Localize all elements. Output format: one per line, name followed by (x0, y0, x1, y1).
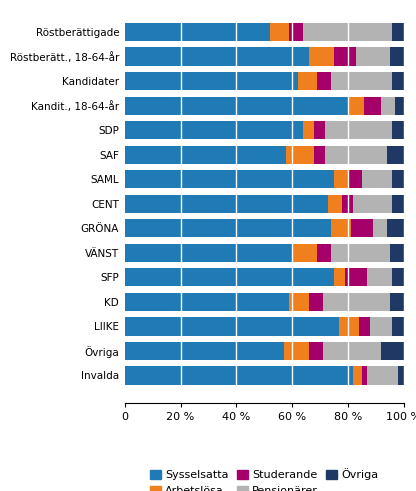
Bar (125, 194, 328, 213)
Legend: Sysselsatta, Arbetslösa, Studerande, Pensionärer, Övriga: Sysselsatta, Arbetslösa, Studerande, Pen… (145, 464, 383, 491)
Bar (392, 72, 404, 90)
Bar (390, 244, 404, 262)
Bar (125, 293, 289, 311)
Bar (395, 97, 404, 115)
Bar (392, 121, 404, 139)
Bar (331, 72, 392, 90)
Bar (348, 97, 364, 115)
Bar (392, 317, 404, 335)
Bar (125, 342, 284, 360)
Bar (356, 48, 389, 66)
Bar (270, 23, 289, 41)
Bar (314, 145, 325, 164)
Bar (309, 48, 334, 66)
Bar (390, 48, 404, 66)
Bar (367, 268, 392, 286)
Bar (325, 121, 392, 139)
Bar (392, 194, 404, 213)
Bar (125, 145, 287, 164)
Bar (125, 268, 334, 286)
Bar (125, 72, 297, 90)
Bar (334, 268, 345, 286)
Bar (359, 317, 370, 335)
Bar (323, 342, 381, 360)
Bar (331, 219, 351, 238)
Bar (392, 23, 404, 41)
Bar (381, 342, 404, 360)
Bar (392, 170, 404, 189)
Bar (370, 317, 392, 335)
Bar (125, 48, 309, 66)
Bar (381, 97, 395, 115)
Bar (317, 72, 331, 90)
Bar (367, 366, 398, 384)
Bar (125, 23, 270, 41)
Bar (362, 366, 367, 384)
Bar (125, 97, 348, 115)
Bar (373, 219, 387, 238)
Bar (387, 145, 404, 164)
Bar (303, 23, 392, 41)
Bar (331, 244, 390, 262)
Bar (334, 170, 348, 189)
Bar (303, 121, 314, 139)
Bar (125, 170, 334, 189)
Bar (328, 194, 342, 213)
Bar (353, 366, 362, 384)
Bar (289, 23, 303, 41)
Bar (125, 366, 353, 384)
Bar (325, 145, 387, 164)
Bar (353, 194, 392, 213)
Bar (362, 170, 392, 189)
Bar (339, 317, 359, 335)
Bar (125, 244, 292, 262)
Bar (390, 293, 404, 311)
Bar (392, 268, 404, 286)
Bar (284, 342, 309, 360)
Bar (309, 293, 323, 311)
Bar (289, 293, 309, 311)
Bar (334, 48, 356, 66)
Bar (314, 121, 325, 139)
Bar (348, 170, 362, 189)
Bar (297, 72, 317, 90)
Bar (398, 366, 404, 384)
Bar (317, 244, 331, 262)
Bar (292, 244, 317, 262)
Bar (364, 97, 381, 115)
Bar (287, 145, 314, 164)
Bar (309, 342, 323, 360)
Bar (351, 219, 373, 238)
Bar (345, 268, 367, 286)
Bar (323, 293, 389, 311)
Bar (342, 194, 353, 213)
Bar (125, 317, 339, 335)
Bar (125, 219, 331, 238)
Bar (125, 121, 303, 139)
Bar (387, 219, 404, 238)
